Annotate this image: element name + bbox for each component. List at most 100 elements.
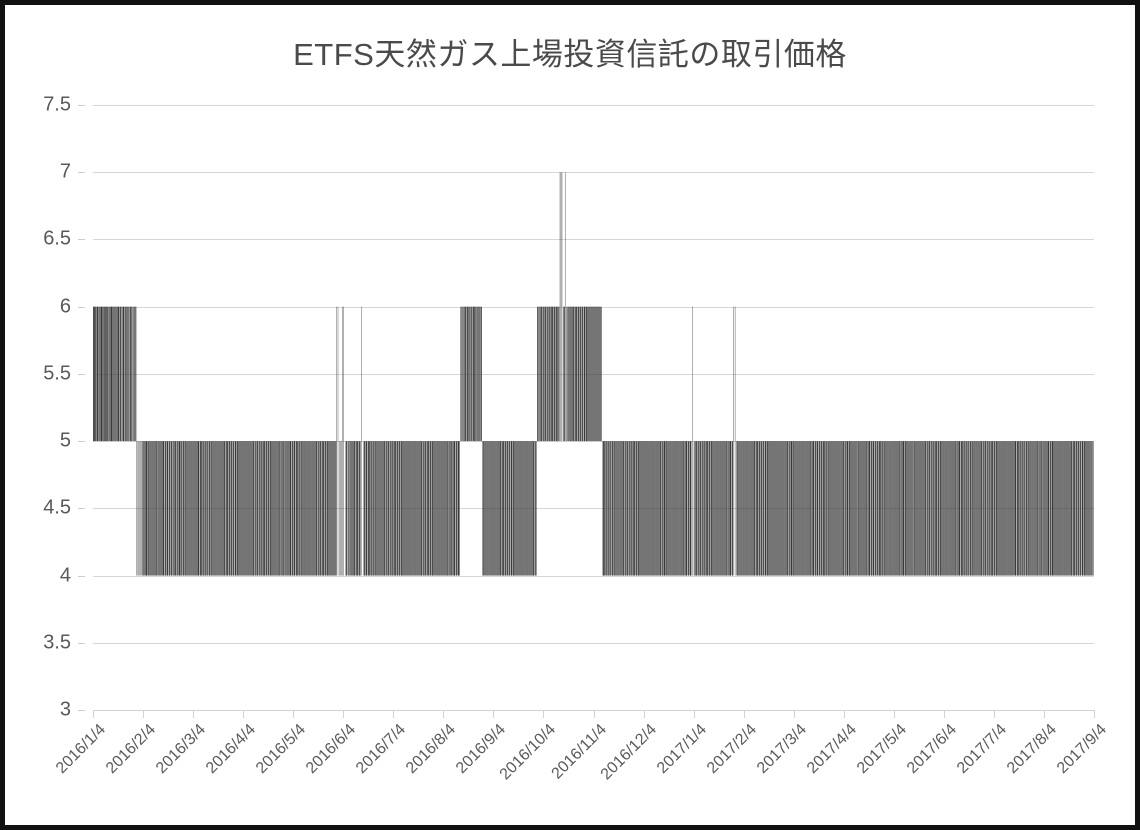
price-bar [275, 441, 277, 576]
price-bar [542, 306, 544, 442]
y-tick-label: 4.5 [43, 496, 71, 519]
price-bar [494, 441, 496, 576]
price-bar [130, 306, 132, 442]
price-bar [422, 441, 424, 576]
price-bar [268, 441, 270, 576]
price-bar [326, 441, 327, 576]
price-bar [495, 441, 497, 576]
price-bar [463, 306, 465, 442]
price-bar [1046, 441, 1048, 576]
price-bar [1033, 441, 1035, 576]
price-bar [203, 441, 205, 576]
price-bar [157, 441, 159, 576]
price-bar [550, 306, 552, 442]
x-tick-mark [1094, 710, 1095, 718]
price-bar [928, 441, 929, 576]
price-bar [247, 441, 249, 576]
price-bar [930, 441, 932, 576]
price-bar [1091, 441, 1093, 576]
x-tick-mark [594, 710, 595, 718]
price-bar [567, 306, 569, 442]
price-bar [233, 441, 234, 576]
price-bar [805, 441, 807, 576]
price-bar [406, 441, 408, 576]
price-bar [332, 441, 334, 576]
price-bar [958, 441, 960, 576]
price-bar [424, 441, 426, 576]
price-bar [767, 441, 768, 576]
price-bar [509, 441, 510, 576]
price-bar [397, 441, 398, 576]
price-bar [426, 441, 428, 576]
price-bar [785, 441, 787, 576]
price-bar [258, 441, 260, 576]
x-axis: 2016/1/4 2016/2/4 2016/3/4 2016/4/4 2016/5/4… [5, 5, 1135, 825]
price-bar [472, 306, 473, 442]
price-bar [537, 306, 539, 442]
price-bar [568, 306, 570, 442]
y-tick-mark [78, 373, 85, 375]
price-bar [552, 306, 554, 442]
price-bar [775, 441, 777, 576]
price-bar [1077, 441, 1078, 576]
price-bar [858, 441, 860, 576]
price-bar [578, 306, 579, 442]
price-bar [523, 441, 525, 576]
price-bar [454, 441, 455, 576]
price-bar [722, 441, 724, 576]
price-bar [1040, 441, 1042, 576]
price-bar [882, 441, 884, 576]
price-bar [314, 441, 316, 576]
price-bar [650, 441, 652, 576]
y-axis: 7.5 7 6.5 6 5.5 5 4.5 4 3.5 3 [5, 94, 85, 721]
price-bar [815, 441, 816, 576]
price-bar [190, 441, 192, 576]
price-bar [652, 441, 654, 576]
price-bar [376, 441, 378, 576]
price-bar [132, 306, 133, 442]
price-bar [1058, 441, 1060, 576]
price-bar [186, 441, 188, 576]
price-bar [890, 441, 892, 576]
price-bar [368, 441, 369, 576]
price-bar [771, 441, 772, 576]
price-bar [452, 441, 454, 576]
price-bar [632, 441, 633, 576]
price-bar [209, 441, 211, 576]
price-bar [667, 441, 669, 576]
price-bar [1026, 441, 1028, 576]
x-tick-label: 2016/8/4 [403, 721, 460, 778]
price-bar [134, 306, 136, 442]
price-bar [539, 306, 541, 442]
price-bar [201, 441, 203, 576]
price-bar [956, 441, 958, 576]
x-tick-label: 2017/4/4 [803, 721, 860, 778]
price-bar [115, 306, 117, 442]
price-bar [349, 441, 351, 576]
price-bar [869, 441, 870, 576]
price-bar [123, 306, 124, 442]
price-bar [142, 441, 144, 576]
price-bar [418, 441, 420, 576]
price-bar [184, 441, 185, 576]
y-tick-mark [78, 508, 85, 510]
price-bar [647, 441, 649, 576]
price-bar [293, 441, 294, 576]
price-bar [517, 441, 518, 576]
price-bar [742, 441, 744, 576]
price-bar [100, 306, 103, 442]
price-bar [863, 441, 865, 576]
price-bar [267, 441, 268, 576]
price-bar [266, 441, 267, 576]
price-bar [313, 441, 315, 576]
price-bar [321, 441, 323, 576]
plot-area [93, 105, 1094, 711]
price-bar [333, 441, 335, 576]
price-bar [813, 441, 814, 576]
price-bar [119, 306, 120, 442]
price-bar [686, 441, 687, 576]
price-bar [103, 306, 105, 442]
x-tick-label: 2017/5/4 [853, 721, 910, 778]
price-bar [483, 441, 485, 576]
price-bar [221, 441, 223, 576]
